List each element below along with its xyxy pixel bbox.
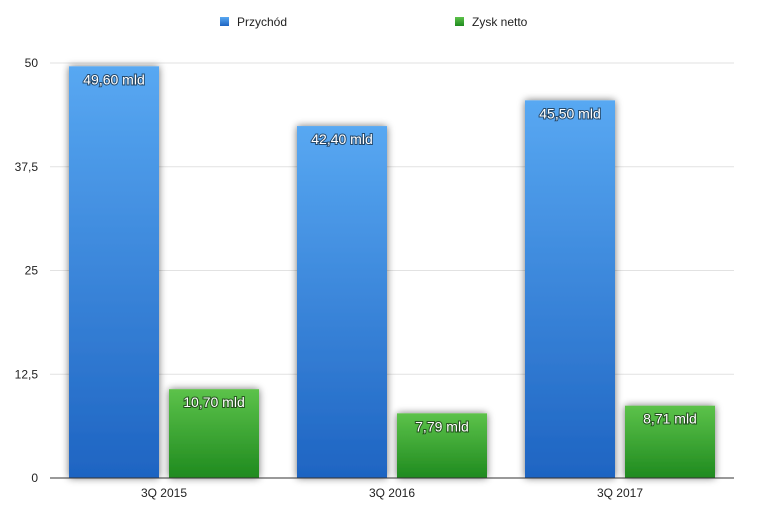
- data-labels: 49,60 mld 10,70 mld 42,40 mld 7,79 mld 45,50…: [82, 70, 698, 435]
- bar-przychod: [69, 66, 159, 478]
- legend-swatch: [220, 17, 229, 26]
- bar-zysk-netto: [169, 389, 259, 478]
- bar-przychod: [525, 100, 615, 478]
- legend-swatch: [455, 17, 464, 26]
- y-tick-label: 50: [25, 56, 39, 70]
- y-tick-label: 0: [31, 471, 38, 485]
- legend-label: Zysk netto: [472, 15, 528, 29]
- data-label: 10,70 mld: [183, 394, 244, 410]
- x-tick-label: 3Q 2017: [597, 486, 643, 500]
- x-tick-label: 3Q 2016: [369, 486, 415, 500]
- axes: 0 12,5 25 37,5 50 3Q 2015 3Q 2016 3Q 2017: [15, 56, 734, 500]
- legend-label: Przychód: [237, 15, 287, 29]
- data-label: 49,60 mld: [83, 71, 144, 87]
- bar-zysk-netto: [625, 405, 715, 478]
- y-tick-label: 25: [25, 264, 39, 278]
- grid: [50, 62, 734, 375]
- data-label: 45,50 mld: [539, 105, 600, 121]
- legend: Przychód Zysk netto: [220, 15, 528, 29]
- y-tick-label: 37,5: [15, 160, 39, 174]
- bar-przychod: [297, 126, 387, 478]
- x-tick-label: 3Q 2015: [141, 486, 187, 500]
- data-label: 8,71 mld: [643, 411, 697, 427]
- data-label: 42,40 mld: [311, 131, 372, 147]
- bar-zysk-netto: [397, 413, 487, 478]
- data-label: 7,79 mld: [415, 418, 469, 434]
- y-tick-label: 12,5: [15, 367, 39, 381]
- bars: [69, 66, 715, 478]
